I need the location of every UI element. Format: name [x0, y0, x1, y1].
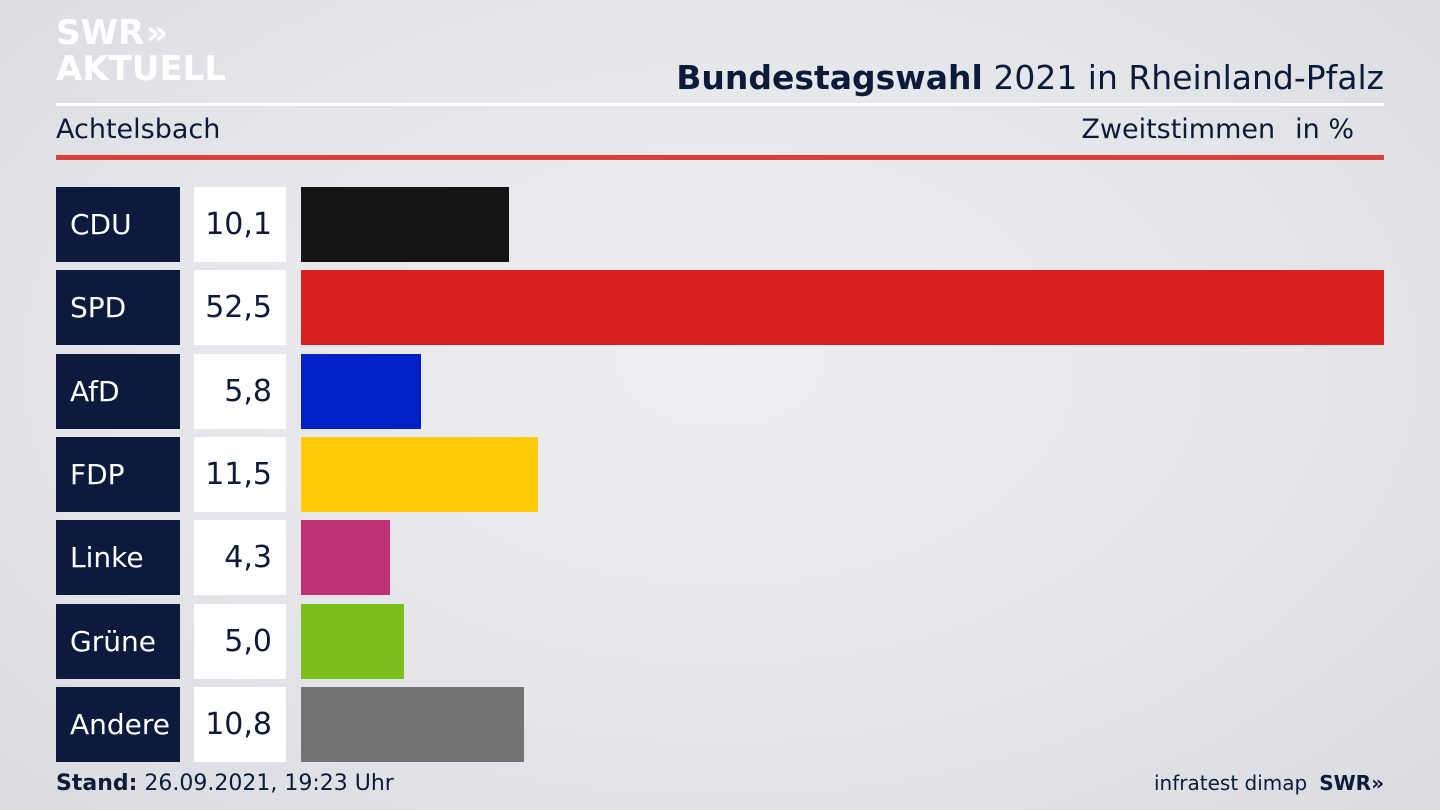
bar — [301, 520, 390, 596]
value-label: 5,0 — [194, 603, 286, 679]
accent-divider — [56, 155, 1384, 160]
party-label: AfD — [56, 353, 180, 429]
bar-row: AfD 5,8 — [56, 353, 1384, 429]
party-label: SPD — [56, 270, 180, 346]
value-label: 5,8 — [194, 353, 286, 429]
swr-brand-icon: SWR» — [1319, 771, 1384, 795]
bar — [301, 603, 404, 679]
party-label: Andere — [56, 686, 180, 762]
bar — [301, 187, 509, 262]
stand-label: Stand: — [56, 771, 138, 796]
chart-title: Bundestagswahl 2021 in Rheinland-Pfalz — [676, 58, 1384, 97]
bar-row: SPD 52,5 — [56, 270, 1384, 346]
bar — [301, 270, 1384, 346]
party-label: Linke — [56, 520, 180, 596]
party-label: CDU — [56, 187, 180, 262]
value-label: 4,3 — [194, 520, 286, 596]
party-label: FDP — [56, 436, 180, 512]
unit-label: in % — [1295, 114, 1354, 145]
vote-type: Zweitstimmen — [1081, 114, 1276, 145]
value-label: 52,5 — [194, 270, 286, 346]
title-rest: 2021 in Rheinland-Pfalz — [982, 58, 1384, 97]
title-bold: Bundestagswahl — [676, 58, 983, 97]
bar — [301, 436, 538, 512]
bar-row: FDP 11,5 — [56, 436, 1384, 512]
value-label: 11,5 — [194, 436, 286, 512]
stand-value: 26.09.2021, 19:23 Uhr — [137, 771, 394, 796]
value-label: 10,8 — [194, 686, 286, 762]
source-credit: infratest dimap SWR» — [1154, 771, 1384, 795]
header-divider — [56, 103, 1384, 106]
logo-aktuell-text: AKTUELL — [56, 49, 227, 89]
region-name: Achtelsbach — [56, 114, 221, 145]
party-label: Grüne — [56, 603, 180, 679]
source-label: infratest dimap — [1154, 771, 1308, 795]
logo-swr-text: SWR — [56, 13, 145, 53]
bar-row: Linke 4,3 — [56, 520, 1384, 596]
bar — [301, 353, 421, 429]
logo-chevron-icon: » — [146, 13, 168, 53]
bar-row: CDU 10,1 — [56, 187, 1384, 262]
vote-type-label: Zweitstimmen in % — [1081, 114, 1354, 145]
timestamp: Stand: 26.09.2021, 19:23 Uhr — [56, 771, 394, 796]
value-label: 10,1 — [194, 187, 286, 262]
bar — [301, 686, 524, 762]
bar-row: Andere 10,8 — [56, 686, 1384, 762]
swr-aktuell-logo: SWR» AKTUELL — [56, 16, 226, 86]
bar-row: Grüne 5,0 — [56, 603, 1384, 679]
